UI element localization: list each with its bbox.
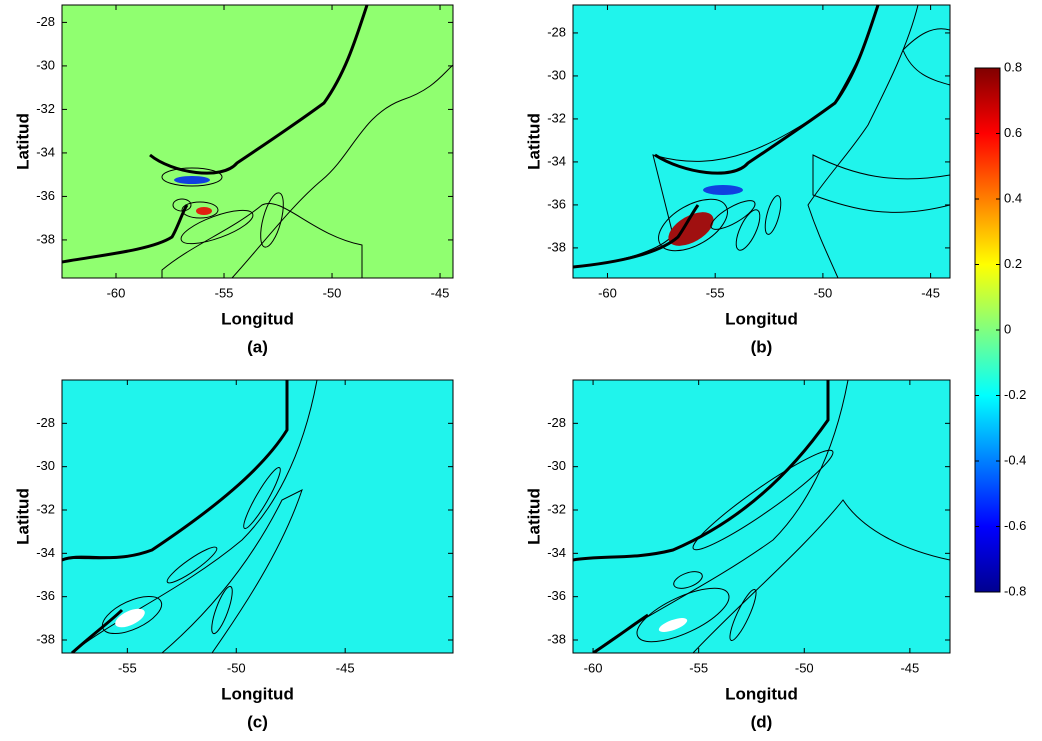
panel-caption: (c) <box>247 712 268 731</box>
y-tick-label: -34 <box>36 144 55 159</box>
y-tick-label: -34 <box>547 545 566 560</box>
y-tick-label: -36 <box>547 588 566 603</box>
colorbar-tick-label: 0.4 <box>1004 190 1022 205</box>
y-axis-label: Latitud <box>13 113 32 170</box>
x-axis-label: Longitud <box>221 309 294 328</box>
colorbar-tick-label: 0.6 <box>1004 125 1022 140</box>
plot-frame <box>61 4 454 279</box>
plot-frame <box>572 379 951 654</box>
colorbar-tick-label: 0.8 <box>1004 59 1022 74</box>
x-tick-label: -50 <box>795 660 814 675</box>
colorbar-tick-label: -0.2 <box>1004 387 1026 402</box>
panel-caption: (b) <box>751 337 773 356</box>
x-tick-label: -55 <box>689 660 708 675</box>
x-tick-label: -50 <box>323 285 342 300</box>
y-tick-label: -34 <box>547 153 566 168</box>
colorbar <box>974 67 1001 593</box>
contour-field <box>62 380 453 653</box>
y-axis-label: Latitud <box>524 488 543 545</box>
y-tick-label: -28 <box>36 415 55 430</box>
colorbar-tick-label: 0 <box>1004 321 1011 336</box>
x-axis-label: Longitud <box>221 684 294 703</box>
x-axis-label: Longitud <box>725 309 798 328</box>
y-tick-label: -30 <box>547 67 566 82</box>
x-tick-label: -45 <box>921 285 940 300</box>
y-tick-label: -36 <box>36 588 55 603</box>
plot-frame <box>61 379 454 654</box>
y-tick-label: -28 <box>547 415 566 430</box>
panel-caption: (a) <box>247 337 268 356</box>
contour-field <box>573 5 950 278</box>
contour-field <box>62 5 453 278</box>
x-tick-label: -50 <box>227 660 246 675</box>
contour-field <box>573 380 950 653</box>
x-tick-label: -60 <box>598 285 617 300</box>
colorbar-tick-label: -0.6 <box>1004 518 1026 533</box>
y-tick-label: -30 <box>36 458 55 473</box>
y-tick-label: -28 <box>36 14 55 29</box>
y-tick-label: -32 <box>547 501 566 516</box>
y-tick-label: -32 <box>36 501 55 516</box>
x-tick-label: -50 <box>813 285 832 300</box>
colorbar-tick-label: -0.4 <box>1004 452 1026 467</box>
panel-caption: (d) <box>751 712 773 731</box>
y-tick-label: -38 <box>36 631 55 646</box>
x-tick-label: -60 <box>107 285 126 300</box>
y-tick-label: -32 <box>547 110 566 125</box>
x-tick-label: -45 <box>431 285 450 300</box>
colorbar-tick-label: -0.8 <box>1004 583 1026 598</box>
x-tick-label: -55 <box>215 285 234 300</box>
y-tick-label: -32 <box>36 101 55 116</box>
y-tick-label: -36 <box>547 196 566 211</box>
y-tick-label: -38 <box>36 231 55 246</box>
y-axis-label: Latitud <box>524 113 543 170</box>
colorbar-tick-label: 0.2 <box>1004 256 1022 271</box>
y-axis-label: Latitud <box>13 488 32 545</box>
x-tick-label: -60 <box>584 660 603 675</box>
y-tick-label: -36 <box>36 188 55 203</box>
x-tick-label: -45 <box>900 660 919 675</box>
y-tick-label: -38 <box>547 631 566 646</box>
y-tick-label: -28 <box>547 24 566 39</box>
x-tick-label: -55 <box>118 660 137 675</box>
x-tick-label: -55 <box>706 285 725 300</box>
plot-frame <box>572 4 951 279</box>
y-tick-label: -38 <box>547 239 566 254</box>
y-tick-label: -30 <box>547 458 566 473</box>
x-axis-label: Longitud <box>725 684 798 703</box>
y-tick-label: -34 <box>36 545 55 560</box>
x-tick-label: -45 <box>336 660 355 675</box>
y-tick-label: -30 <box>36 57 55 72</box>
